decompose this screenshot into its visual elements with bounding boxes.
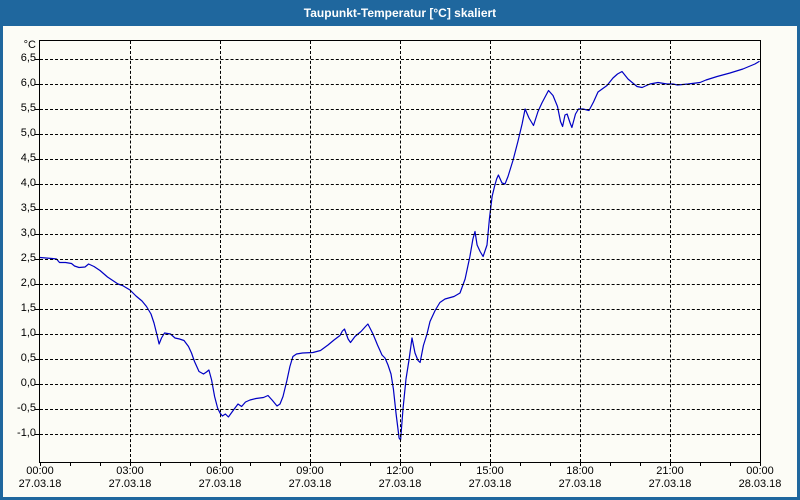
x-axis-minor-tick [280, 462, 281, 466]
x-tick-time: 21:00 [656, 465, 684, 477]
y-axis-tick [35, 184, 40, 185]
x-tick-date: 27.03.18 [288, 478, 332, 490]
gridline-vertical [580, 41, 581, 462]
y-tick-label: 3,0 [20, 227, 36, 239]
window-border-right [797, 26, 800, 500]
x-tick-label: 12:00 27.03.18 [355, 465, 445, 491]
x-tick-time: 15:00 [476, 465, 504, 477]
y-axis-tick [35, 209, 40, 210]
x-tick-date: 27.03.18 [378, 478, 422, 490]
window-title: Taupunkt-Temperatur [°C] skaliert [303, 6, 497, 20]
window-border-bottom [0, 497, 800, 500]
y-axis-tick [35, 434, 40, 435]
y-axis-tick [35, 234, 40, 235]
y-tick-label: 0,5 [20, 352, 36, 364]
x-tick-time: 03:00 [116, 465, 144, 477]
y-axis-tick [35, 134, 40, 135]
x-axis-minor-tick [340, 462, 341, 466]
y-tick-label: 4,0 [20, 177, 36, 189]
x-axis-minor-tick [550, 462, 551, 466]
x-tick-label: 18:00 27.03.18 [535, 465, 625, 491]
gridline-vertical [220, 41, 221, 462]
x-axis-minor-tick [700, 462, 701, 466]
gridline-vertical [310, 41, 311, 462]
x-tick-date: 27.03.18 [198, 478, 242, 490]
y-axis-tick [35, 284, 40, 285]
window-border-left [0, 26, 3, 500]
x-tick-date: 27.03.18 [108, 478, 152, 490]
x-axis-minor-tick [580, 462, 581, 466]
y-axis-tick [35, 159, 40, 160]
y-tick-label: 2,0 [20, 277, 36, 289]
x-tick-date: 27.03.18 [648, 478, 692, 490]
x-axis-minor-tick [640, 462, 641, 466]
x-axis-minor-tick [370, 462, 371, 466]
y-tick-label: -1,0 [17, 427, 36, 439]
x-axis-minor-tick [70, 462, 71, 466]
x-tick-label: 03:00 27.03.18 [85, 465, 175, 491]
x-tick-label: 09:00 27.03.18 [265, 465, 355, 491]
x-axis-minor-tick [400, 462, 401, 466]
y-tick-label: 5,5 [20, 102, 36, 114]
title-bar: Taupunkt-Temperatur [°C] skaliert [0, 0, 800, 26]
gridline-vertical [670, 41, 671, 462]
y-axis-tick [35, 384, 40, 385]
x-axis-minor-tick [40, 462, 41, 466]
x-axis-minor-tick [490, 462, 491, 466]
y-tick-label: 1,0 [20, 327, 36, 339]
x-tick-label: 15:00 27.03.18 [445, 465, 535, 491]
x-tick-time: 12:00 [386, 465, 414, 477]
x-axis-minor-tick [430, 462, 431, 466]
x-axis-minor-tick [670, 462, 671, 466]
y-axis-tick [35, 109, 40, 110]
x-tick-time: 06:00 [206, 465, 234, 477]
y-axis-tick [35, 359, 40, 360]
y-axis-tick [35, 334, 40, 335]
x-axis-minor-tick [190, 462, 191, 466]
x-axis-minor-tick [760, 462, 761, 466]
x-tick-label: 06:00 27.03.18 [175, 465, 265, 491]
x-tick-date: 28.03.18 [738, 478, 782, 490]
x-axis-minor-tick [130, 462, 131, 466]
y-tick-label: 4,5 [20, 152, 36, 164]
y-axis-tick [35, 309, 40, 310]
y-tick-label: 6,5 [20, 52, 36, 64]
x-axis-minor-tick [520, 462, 521, 466]
y-axis-tick [35, 84, 40, 85]
x-axis-minor-tick [610, 462, 611, 466]
y-axis-tick [35, 259, 40, 260]
x-tick-date: 27.03.18 [558, 478, 602, 490]
x-tick-time: 18:00 [566, 465, 594, 477]
gridline-vertical [130, 41, 131, 462]
x-tick-time: 09:00 [296, 465, 324, 477]
x-axis-minor-tick [250, 462, 251, 466]
plot-area[interactable] [39, 40, 761, 463]
x-axis-minor-tick [160, 462, 161, 466]
y-tick-label: -0,5 [17, 402, 36, 414]
x-tick-date: 27.03.18 [468, 478, 512, 490]
x-tick-label: 21:00 27.03.18 [625, 465, 715, 491]
x-tick-label: 00:00 28.03.18 [715, 465, 800, 491]
y-axis-tick [35, 59, 40, 60]
x-axis-minor-tick [460, 462, 461, 466]
x-axis-minor-tick [730, 462, 731, 466]
x-tick-time: 00:00 [746, 465, 774, 477]
y-tick-label: 5,0 [20, 127, 36, 139]
y-tick-label: 6,0 [20, 77, 36, 89]
y-tick-label: 3,5 [20, 202, 36, 214]
gridline-vertical [400, 41, 401, 462]
x-axis-minor-tick [100, 462, 101, 466]
x-tick-label: 00:00 27.03.18 [0, 465, 85, 491]
y-tick-label: 1,5 [20, 302, 36, 314]
x-tick-date: 27.03.18 [18, 478, 62, 490]
y-tick-label: 2,5 [20, 252, 36, 264]
x-axis-minor-tick [220, 462, 221, 466]
y-axis-tick [35, 409, 40, 410]
gridline-vertical [490, 41, 491, 462]
y-axis-unit-label: °C [23, 39, 36, 51]
x-axis-minor-tick [310, 462, 311, 466]
x-tick-time: 00:00 [26, 465, 54, 477]
y-tick-label: 0,0 [20, 377, 36, 389]
